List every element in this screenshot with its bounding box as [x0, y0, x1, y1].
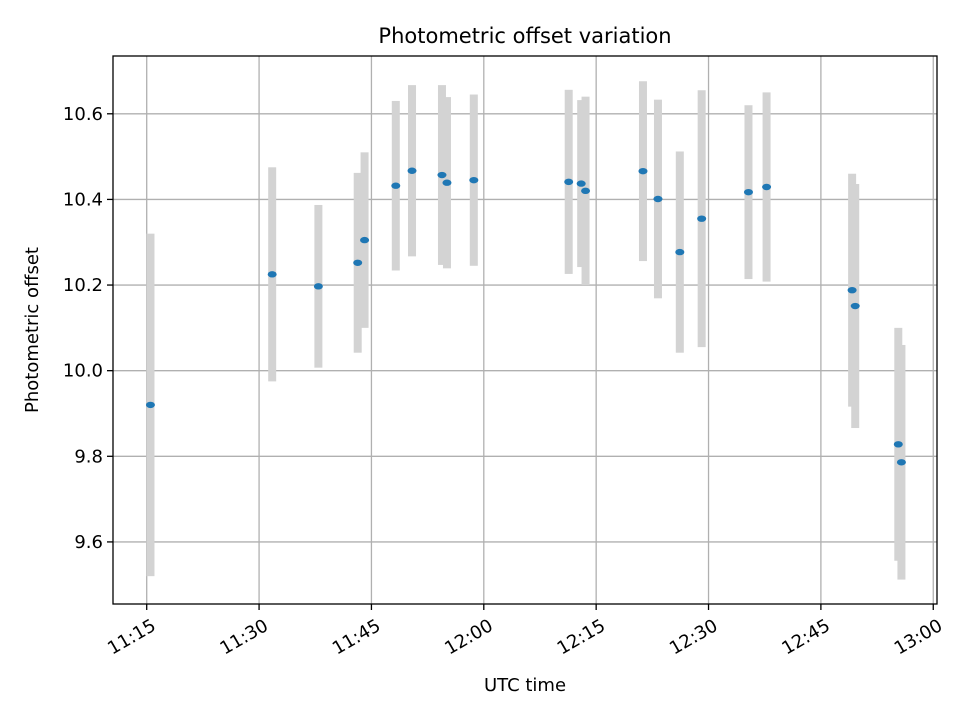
data-point [145, 401, 155, 409]
data-point [697, 215, 707, 222]
data-point [360, 236, 370, 244]
chart-title: Photometric offset variation [378, 24, 671, 48]
data-points [145, 167, 906, 466]
y-tick-label: 10.2 [63, 275, 103, 296]
y-axis-label: Photometric offset [22, 247, 43, 413]
data-point [469, 176, 479, 184]
data-point [762, 183, 772, 191]
data-point [675, 248, 685, 256]
y-tick-label: 9.8 [74, 446, 103, 467]
data-point [391, 182, 401, 189]
grid [113, 56, 937, 604]
data-point [313, 283, 323, 290]
data-point [893, 441, 903, 448]
data-point [407, 167, 417, 174]
data-point [564, 178, 574, 186]
data-point [442, 179, 452, 186]
x-axis-label: UTC time [484, 675, 566, 696]
data-point [638, 167, 648, 175]
data-point [353, 259, 363, 266]
data-point [437, 171, 447, 179]
data-point [576, 180, 586, 187]
data-point [847, 286, 857, 294]
y-tick-label: 10.0 [63, 361, 103, 382]
y-tick-label: 10.6 [63, 104, 103, 125]
data-point [581, 187, 591, 195]
data-point [896, 459, 906, 466]
data-point [850, 302, 860, 310]
data-point [267, 271, 277, 278]
y-axis-ticks: 9.6 9.8 10.0 10.2 10.4 10.6 [63, 104, 113, 553]
y-tick-label: 9.6 [74, 532, 103, 553]
plot-area-frame [112, 55, 938, 605]
y-tick-label: 10.4 [63, 189, 103, 210]
data-point [653, 195, 663, 203]
data-point [743, 188, 753, 196]
